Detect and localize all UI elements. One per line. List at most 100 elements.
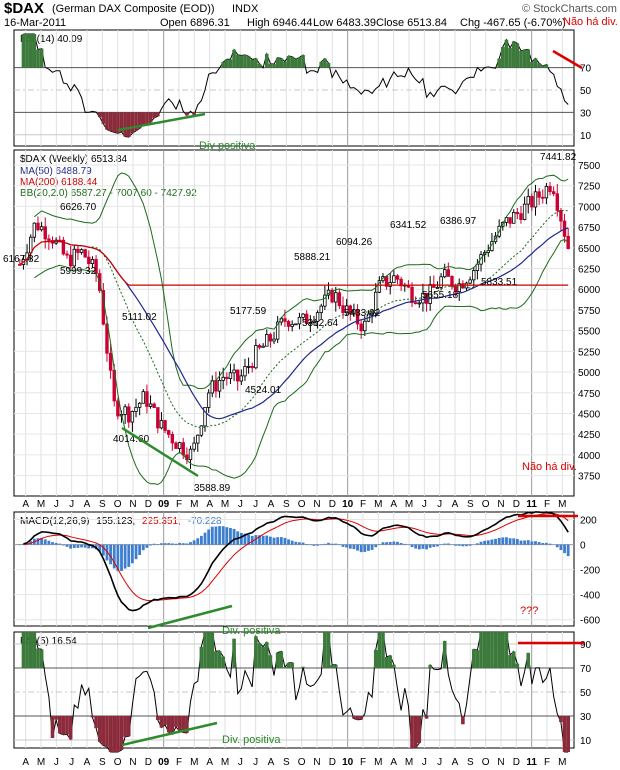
macd-histogram-bar [410,544,414,548]
rsi14-oversold-fill [192,112,196,115]
macd-histogram-bar [479,541,483,545]
price-candle [265,334,269,347]
macd-histogram-bar [65,544,69,547]
macd-histogram-bar [130,544,134,564]
price-candle [377,280,382,293]
macd-histogram-bar [548,543,552,545]
price-tick-label: 6250 [578,265,601,276]
rsi5-overbought-fill [199,646,204,668]
macd-histogram-bar [301,542,305,545]
macd-histogram-bar [225,527,229,545]
price-candle [188,448,193,461]
rsi14-overbought-fill [39,48,44,68]
macd-histogram-bar [385,542,389,545]
rsi5-overbought-fill [214,651,218,668]
macd-histogram-bar [109,544,113,565]
price-candle [395,275,400,280]
chart-exchange: INDX [232,3,259,15]
macd-histogram-bar [537,542,541,545]
macd-histogram-bar [490,539,494,545]
x-axis-month-label: M [37,757,45,768]
rsi14-overbought-fill [221,62,225,68]
rsi14-overbought-fill [301,55,305,68]
price-candle [246,365,251,368]
x-axis-month-label: S [467,499,474,510]
rsi5-legend: RSI(5) 16.54 [20,636,77,647]
x-axis-month-label: M [558,499,566,510]
rsi14-overbought-fill [32,34,37,68]
macd-histogram-bar [214,526,218,545]
macd-histogram-bar [468,544,472,546]
macd-histogram-bar [87,544,91,549]
rsi5-oversold-fill [94,716,98,729]
rsi5-overbought-fill [323,632,327,668]
macd-histogram-bar [105,544,109,561]
price-tick-label: 4000 [578,451,601,462]
price-candle [76,248,80,253]
rsi5-overbought-fill [526,652,531,668]
price-point-label: 3588.89 [194,483,231,494]
ohlc-low: Low 6483.39 [313,17,376,29]
x-axis-month-label: 10 [342,499,354,510]
price-candle [239,375,244,382]
price-candle [286,320,291,327]
macd-histogram-bar [359,544,363,553]
price-candle [555,193,559,211]
x-axis-month-label: J [422,757,427,768]
macd-histogram-bar [272,537,276,545]
rsi5-overbought-fill [203,632,207,668]
rsi5-overbought-fill [333,664,338,668]
macd-histogram-bar [76,544,80,548]
price-candle [90,259,95,264]
macd-histogram-bar [356,544,359,551]
rsi14-oversold-fill [97,112,102,118]
price-candle [257,345,262,348]
price-candle [417,302,421,305]
macd-legend-macd: 155.123, [96,516,135,527]
x-axis-month-label: F [176,757,182,768]
price-candle [87,256,91,264]
x-axis-month-label: A [22,757,29,768]
price-candle [384,276,389,287]
x-axis-month-label: S [99,499,106,510]
rsi5-oversold-fill [174,716,178,727]
rsi5-oversold-fill [163,716,167,725]
chart-date: 16-Mar-2011 [4,17,66,29]
macd-histogram-bar [145,544,149,548]
x-axis-month-label: A [452,757,459,768]
price-tick-label: 7500 [578,161,601,172]
macd-tick-label: -600 [580,616,600,627]
macd-histogram-bar [348,544,352,549]
rsi5-oversold-fill [562,716,567,752]
macd-histogram-bar [399,543,403,545]
price-candle [159,420,164,429]
macd-histogram-bar [232,528,236,545]
price-candle [453,285,458,293]
price-candle [443,269,447,278]
macd-histogram-bar [563,544,566,554]
x-axis-month-label: F [544,499,550,510]
macd-histogram-bar [36,538,40,545]
rsi5-overbought-fill [482,632,487,668]
x-axis-month-label: J [437,499,442,510]
macd-histogram-bar [534,541,537,545]
macd-histogram-bar [555,544,559,548]
macd-histogram-bar [345,544,349,548]
macd-histogram-bar [363,544,367,552]
price-point-label: 6341.52 [390,220,427,231]
price-candle [551,191,556,195]
price-candle [243,366,247,377]
macd-histogram-bar [199,535,203,545]
price-candle [116,400,120,417]
macd-histogram-bar [279,537,283,545]
x-axis-month-label: M [221,757,229,768]
rsi14-overbought-fill [323,58,327,68]
price-div-line [121,426,199,478]
price-candle [108,352,113,371]
rsi5-oversold-fill [123,716,127,737]
rsi5-overbought-fill [471,649,476,668]
macd-histogram-bar [337,544,341,546]
price-candle [512,211,516,224]
rsi14-oversold-fill [145,112,149,126]
x-axis-month-label: 09 [158,757,170,768]
